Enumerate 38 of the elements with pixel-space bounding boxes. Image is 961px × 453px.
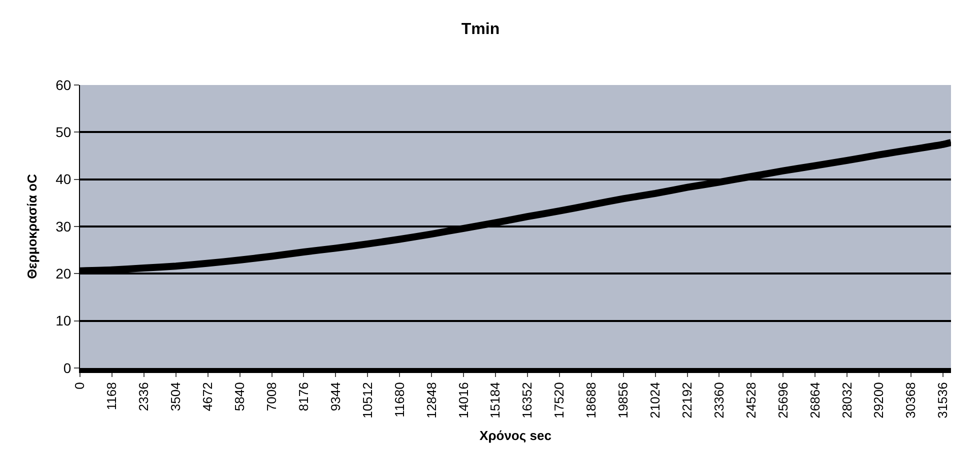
y-tick-label: 10 [56, 312, 72, 329]
x-tick-label: 22192 [679, 382, 694, 418]
x-tick-label: 11680 [392, 382, 407, 418]
x-tick-label: 23360 [711, 382, 726, 418]
chart-title: Tmin [461, 20, 500, 38]
x-tick-label: 9344 [328, 382, 343, 412]
x-tick-label: 24528 [743, 382, 758, 418]
x-tick-label: 19856 [616, 382, 631, 418]
x-tick-label: 7008 [264, 382, 279, 412]
x-tick-label: 28032 [839, 382, 854, 418]
x-tick-label: 30368 [903, 382, 918, 418]
x-tick-label: 12848 [424, 382, 439, 418]
y-axis-title: Θερμοκρασία oC [24, 173, 40, 279]
x-tick-label: 26864 [807, 382, 822, 418]
x-tick-label: 15184 [488, 382, 503, 418]
x-tick-label: 18688 [584, 382, 599, 418]
x-tick-label: 16352 [520, 382, 535, 418]
x-tick-label: 29200 [871, 382, 886, 418]
y-tick-label: 60 [56, 76, 72, 93]
y-tick-label: 0 [63, 360, 72, 376]
y-tick-label: 20 [56, 266, 72, 282]
x-tick-label: 4672 [200, 382, 216, 412]
x-tick-label: 17520 [552, 382, 567, 418]
y-tick-label: 50 [56, 124, 72, 140]
x-tick-label: 14016 [456, 382, 471, 418]
x-axis-title: Χρόνος sec [480, 428, 552, 443]
x-tick-label: 31536 [935, 382, 950, 418]
x-tick-label: 25696 [775, 382, 790, 418]
x-tick-label: 10512 [360, 382, 375, 418]
y-tick-label: 30 [56, 218, 72, 234]
x-tick-label: 0 [72, 382, 88, 390]
y-tick-label: 40 [56, 171, 72, 188]
x-tick-label: 5840 [232, 382, 248, 412]
x-tick-label: 2336 [136, 382, 152, 412]
x-tick-label: 21024 [648, 382, 663, 418]
x-tick-label: 1168 [104, 382, 120, 410]
x-tick-label: 8176 [296, 382, 311, 412]
x-tick-label: 3504 [168, 382, 184, 412]
